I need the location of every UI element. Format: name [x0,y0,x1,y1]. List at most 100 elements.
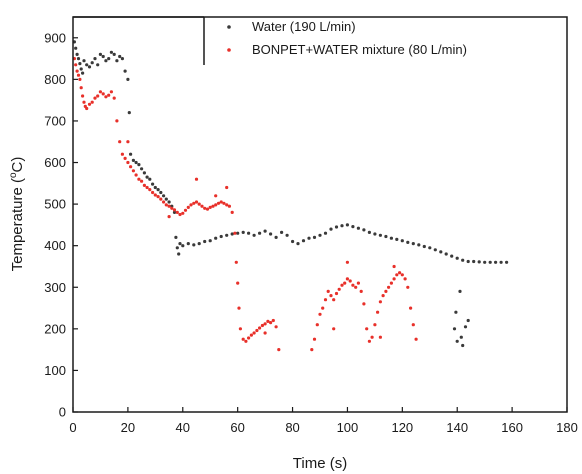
series-0-point-49 [197,242,201,246]
series-1-point-130 [263,331,267,335]
series-0-point-110 [463,325,468,329]
series-0-point-104 [499,260,503,264]
series-1-point-46 [186,205,190,209]
series-1-point-105 [373,323,377,327]
legend-marker-bonpet [227,48,231,52]
series-0-point-78 [356,226,360,230]
series-0-point-100 [477,260,481,264]
series-0-point-77 [351,225,355,229]
series-1-point-81 [277,348,281,352]
x-axis-label: Time (s) [293,455,347,472]
series-0-point-21 [120,57,124,61]
series-1-point-20 [115,119,119,123]
series-1-point-22 [120,152,124,156]
series-0-point-9 [87,65,92,69]
series-1-point-118 [409,306,413,310]
series-1-point-18 [109,90,113,94]
x-tick-label-3: 60 [230,420,244,435]
series-1-point-1 [74,63,78,67]
series-1-point-89 [329,294,333,298]
series-1-point-61 [227,204,231,208]
series-0-point-45 [178,242,182,246]
series-1-point-125 [225,185,229,190]
series-0-point-59 [252,233,256,237]
series-1-point-113 [395,273,399,277]
series-1-point-91 [334,291,339,296]
series-1-point-16 [104,95,108,99]
x-tick-label-2: 40 [176,420,190,435]
series-0-point-82 [378,233,382,237]
series-1-point-45 [183,208,188,212]
series-0-point-85 [395,237,399,241]
series-1-point-84 [315,323,319,327]
series-0-point-103 [494,260,498,264]
series-1-point-21 [118,140,122,144]
series-1-point-117 [406,285,410,289]
series-1-point-12 [93,96,97,100]
series-1-point-107 [378,300,382,304]
series-0-point-13 [98,52,102,57]
series-1-point-43 [178,212,182,217]
series-1-point-4 [78,77,82,81]
series-1-point-92 [337,287,341,291]
series-1-point-108 [381,294,385,298]
series-0-point-26 [131,158,135,162]
series-1-point-11 [90,100,94,104]
series-0-point-16 [107,57,111,61]
series-0-point-89 [417,243,421,247]
series-1-point-32 [148,188,152,192]
series-1-point-44 [181,211,185,215]
series-1-point-30 [142,183,146,187]
series-0-point-94 [444,252,448,256]
series-0-point-53 [219,234,223,239]
series-0-point-48 [192,243,196,247]
series-0-point-43 [175,246,179,250]
series-1-point-80 [274,325,278,329]
series-1-point-114 [398,271,402,275]
series-1-point-53 [205,207,210,211]
series-1-point-60 [225,203,229,207]
series-0-point-4 [78,62,82,66]
series-0-point-14 [101,54,105,59]
series-1-point-64 [234,260,238,264]
series-0-point-36 [159,190,163,195]
series-0-point-111 [466,318,470,323]
series-1-point-31 [145,185,149,190]
series-1-point-122 [167,215,171,219]
series-1-point-77 [266,319,270,323]
series-0-point-71 [318,233,322,237]
series-0-point-105 [505,260,509,264]
y-tick-label-6: 600 [44,155,66,170]
y-tick-label-1: 100 [44,363,66,378]
y-tick-label-4: 400 [44,238,66,253]
series-0-point-74 [334,225,339,229]
series-1-point-9 [85,106,89,111]
x-tick-label-7: 140 [446,420,468,435]
series-1-point-25 [129,165,133,169]
series-0-point-66 [291,239,295,244]
series-1-point-3 [76,73,81,77]
series-0-point-1 [74,46,78,50]
series-0-point-90 [422,244,426,249]
series-1-point-70 [247,336,251,340]
series-1-point-128 [392,264,396,269]
series-1-point-123 [194,177,199,181]
series-1-point-119 [411,323,415,327]
x-tick-label-6: 120 [391,420,413,435]
series-0-point-15 [104,59,108,63]
series-1-point-74 [258,326,262,330]
series-1-point-79 [271,318,275,323]
series-0-point-34 [153,185,157,190]
series-0-point-106 [452,327,457,331]
series-0-point-87 [406,240,410,244]
y-tick-label-2: 200 [44,321,66,336]
series-0-point-32 [148,177,152,181]
series-1-point-110 [387,285,391,289]
series-0-point-56 [236,231,240,235]
series-1-point-49 [194,200,199,204]
series-0-point-7 [82,59,86,63]
series-1-point-87 [323,298,328,302]
series-0-point-109 [461,343,465,348]
series-0-point-8 [85,63,89,67]
series-1-point-51 [200,204,204,208]
